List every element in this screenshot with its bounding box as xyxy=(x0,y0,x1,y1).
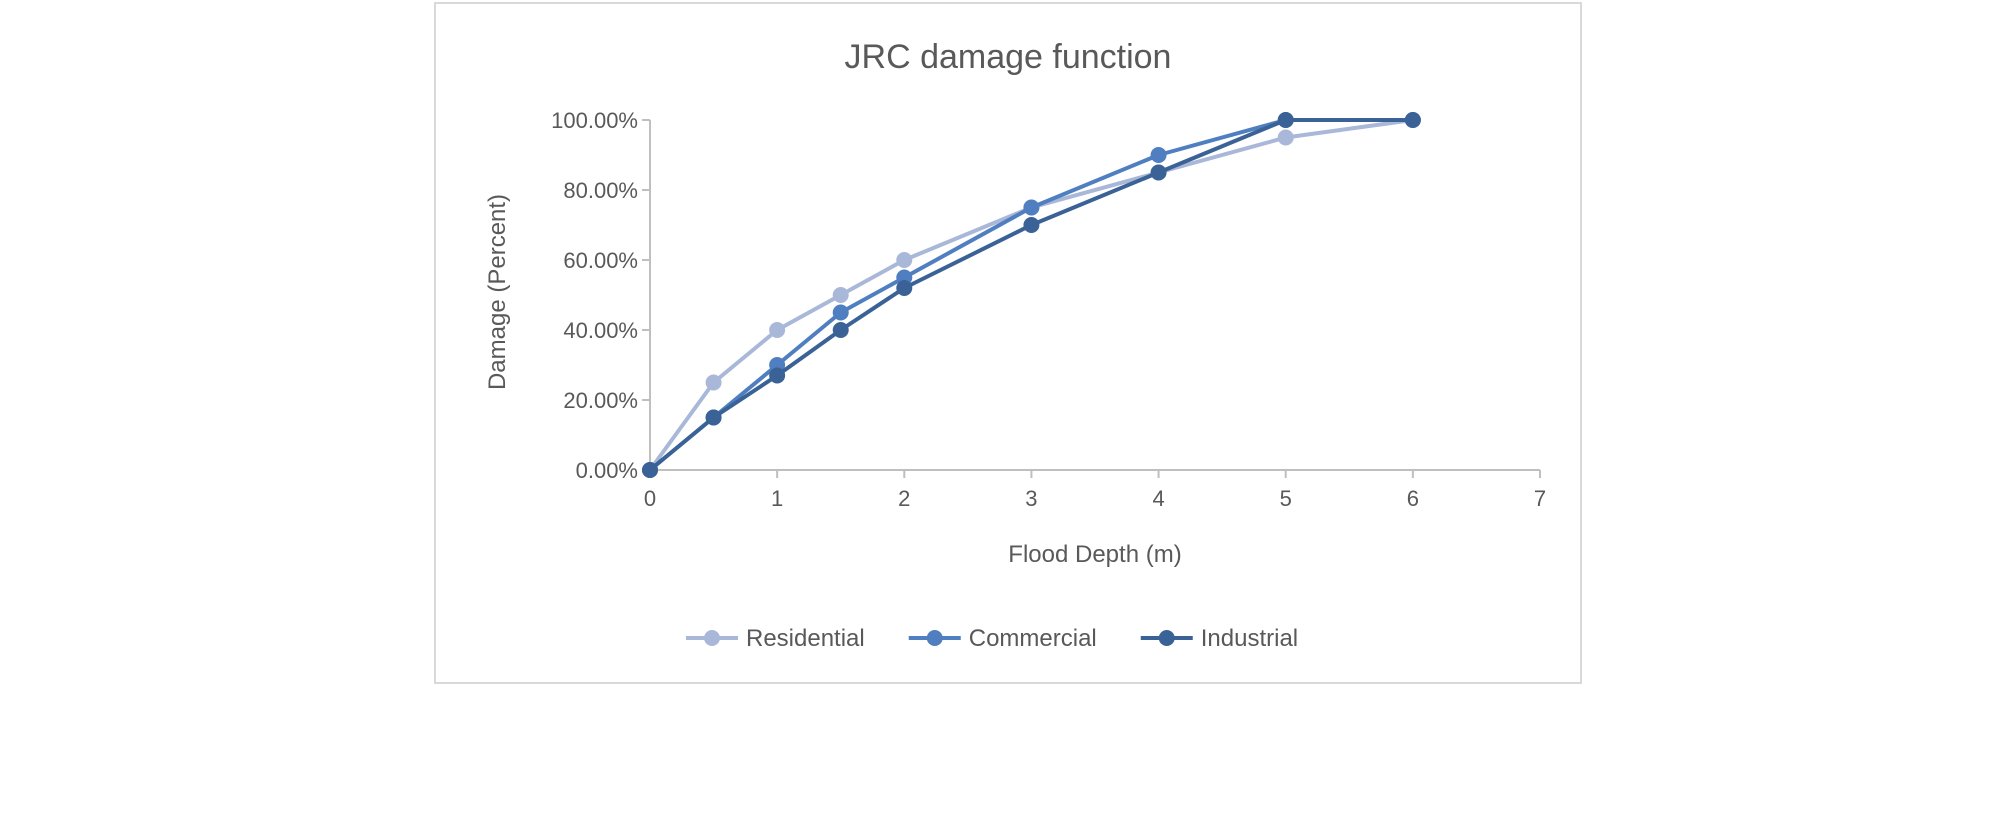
data-point-industrial xyxy=(1277,112,1294,128)
y-tick-label: 40.00% xyxy=(563,318,638,343)
data-point-residential xyxy=(832,287,849,303)
data-point-residential xyxy=(769,322,786,338)
data-point-industrial xyxy=(705,409,722,426)
data-point-industrial xyxy=(769,367,786,384)
data-point-industrial xyxy=(896,280,913,296)
series-line-residential xyxy=(648,118,1414,472)
y-tick-label: 100.00% xyxy=(551,108,638,133)
x-tick-label: 4 xyxy=(1152,486,1164,511)
data-point-industrial xyxy=(642,462,658,478)
data-point-residential xyxy=(705,374,722,391)
series-line-industrial xyxy=(648,118,1413,472)
y-tick-label: 20.00% xyxy=(563,388,638,413)
x-tick-label: 2 xyxy=(898,486,910,511)
series-industrial xyxy=(642,112,1421,478)
y-tick-label: 0.00% xyxy=(576,458,638,483)
legend-marker-industrial xyxy=(1158,630,1175,646)
data-point-industrial xyxy=(1404,112,1421,128)
x-tick-label: 0 xyxy=(644,486,656,511)
data-point-industrial xyxy=(1023,217,1040,233)
x-tick-label: 3 xyxy=(1025,486,1037,511)
legend-label-commercial: Commercial xyxy=(969,625,1097,652)
data-point-commercial xyxy=(1150,147,1167,163)
data-point-commercial xyxy=(1023,199,1040,216)
x-tick-label: 5 xyxy=(1280,486,1292,511)
x-tick-label: 1 xyxy=(771,486,783,511)
legend-marker-residential xyxy=(704,630,720,646)
legend-entry-commercial: Commercial xyxy=(908,625,1097,652)
chart-title: JRC damage function xyxy=(845,38,1172,76)
x-tick-label: 7 xyxy=(1534,486,1546,511)
y-tick-label: 60.00% xyxy=(563,248,638,273)
legend-label-industrial: Industrial xyxy=(1201,625,1298,652)
chart-frame xyxy=(434,2,1582,684)
y-tick-label: 80.00% xyxy=(563,178,638,203)
legend-entry-industrial: Industrial xyxy=(1140,625,1298,652)
x-axis-title: Flood Depth (m) xyxy=(1008,541,1181,568)
data-point-industrial xyxy=(1150,164,1167,181)
legend-marker-commercial xyxy=(926,630,943,646)
y-axis-title: Damage (Percent) xyxy=(484,194,511,390)
x-tick-label: 6 xyxy=(1407,486,1419,511)
data-point-commercial xyxy=(832,304,849,321)
series-residential xyxy=(642,112,1421,478)
data-point-residential xyxy=(896,252,913,268)
legend-entry-residential: Residential xyxy=(686,625,865,652)
series-line-commercial xyxy=(648,118,1413,472)
legend-label-residential: Residential xyxy=(746,625,865,652)
series-commercial xyxy=(642,112,1421,478)
data-point-industrial xyxy=(832,322,849,338)
data-point-residential xyxy=(1277,129,1294,146)
